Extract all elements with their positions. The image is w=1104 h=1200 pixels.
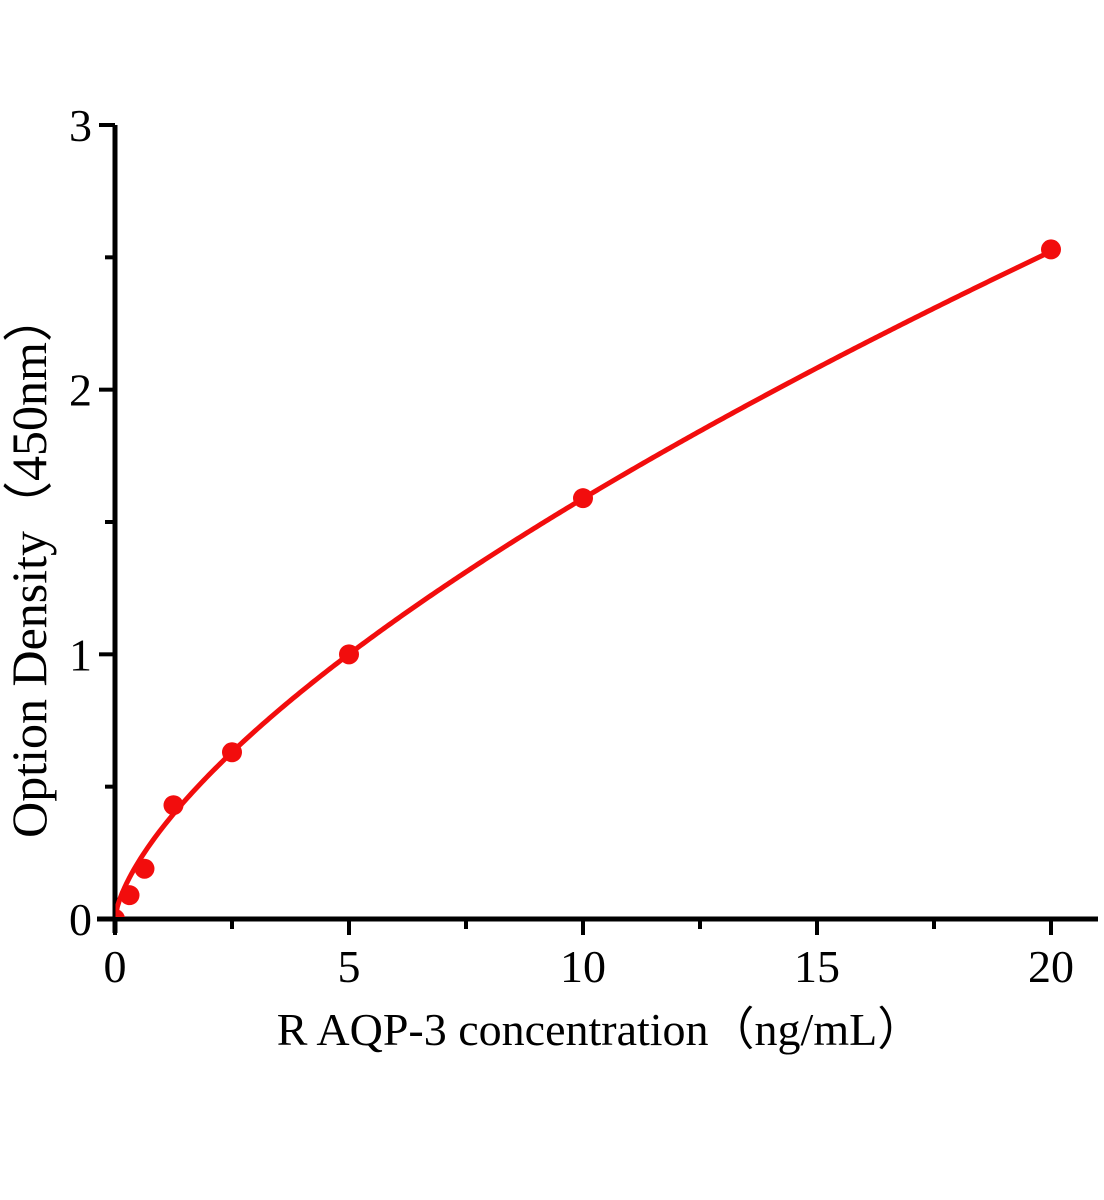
data-point [222,742,242,763]
data-series [115,239,1061,917]
data-point [1041,239,1061,260]
y-tick-label: 1 [69,629,92,680]
data-point [573,488,593,509]
data-point [119,885,140,906]
x-tick-label: 10 [560,941,606,992]
data-point [134,858,155,879]
y-tick-label: 2 [69,365,92,416]
x-tick-label: 0 [104,941,127,992]
x-tick-label: 15 [794,941,840,992]
data-point [163,795,184,816]
x-axis-title: R AQP-3 concentration（ng/mL） [277,1004,923,1055]
x-tick-label: 20 [1028,941,1074,992]
x-tick-label: 5 [338,941,361,992]
y-tick-label: 3 [69,100,92,151]
y-tick-label: 0 [69,894,92,945]
axes: 0 5 10 15 20 0 1 2 3 [69,100,1098,992]
data-point [339,644,359,665]
data-point [115,909,125,917]
fit-curve-line [115,248,1054,917]
y-axis-title: Option Density（450nm） [1,292,57,838]
